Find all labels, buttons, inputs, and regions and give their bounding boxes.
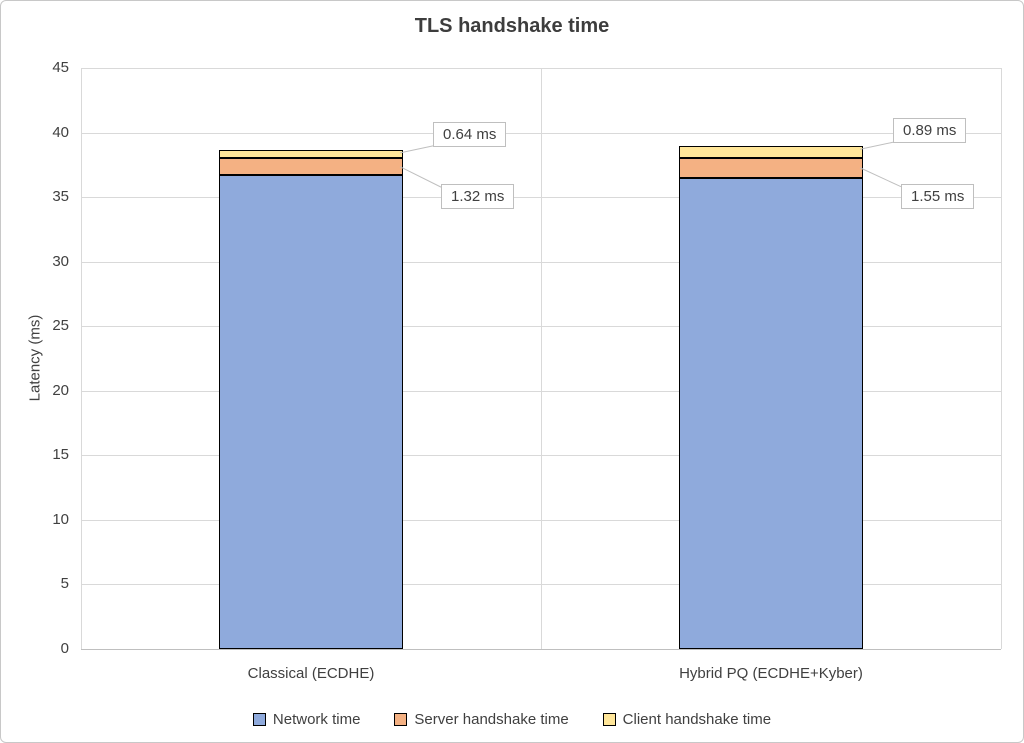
y-tick-label: 20 [52, 381, 69, 399]
y-tick-label: 5 [60, 575, 69, 593]
data-label-callout: 0.64 ms [433, 121, 507, 147]
x-axis-line [81, 649, 1001, 650]
bar-segment-client-handshake-time [679, 146, 863, 158]
legend: Network time Server handshake time Client … [1, 711, 1023, 728]
x-gridline [81, 68, 82, 649]
legend-swatch-icon [394, 713, 408, 726]
y-tick-label: 25 [52, 317, 69, 335]
x-gridline [1001, 68, 1002, 649]
bar-segment-network-time [679, 177, 863, 649]
legend-swatch-icon [602, 713, 616, 726]
y-tick-label: 40 [52, 123, 69, 141]
legend-item-client-handshake-time: Client handshake time [602, 711, 772, 728]
bar-segment-network-time [219, 175, 403, 649]
bar-segment-client-handshake-time [219, 149, 403, 159]
data-label-callout: 0.89 ms [893, 118, 967, 144]
x-gridline [541, 68, 542, 649]
data-label-callout: 1.55 ms [901, 183, 975, 209]
legend-item-server-handshake-time: Server handshake time [394, 711, 569, 728]
legend-label: Client handshake time [622, 711, 772, 728]
chart-title: TLS handshake time [414, 15, 610, 37]
y-tick-label: 45 [52, 59, 69, 76]
legend-label: Network time [272, 711, 361, 728]
legend-swatch-icon [252, 713, 266, 726]
y-tick-label: 0 [60, 640, 69, 657]
legend-label: Server handshake time [414, 711, 569, 728]
category-label: Classical (ECDHE) [247, 665, 375, 682]
y-tick-label: 35 [52, 188, 69, 206]
data-label-callout: 1.32 ms [441, 184, 515, 210]
y-tick-label: 15 [52, 446, 69, 464]
bar-segment-server-handshake-time [679, 157, 863, 178]
y-tick-label: 30 [52, 252, 69, 270]
bar-segment-server-handshake-time [219, 158, 403, 176]
category-label: Hybrid PQ (ECDHE+Kyber) [679, 665, 863, 682]
y-tick-label: 10 [52, 510, 69, 528]
legend-item-network-time: Network time [252, 711, 361, 728]
